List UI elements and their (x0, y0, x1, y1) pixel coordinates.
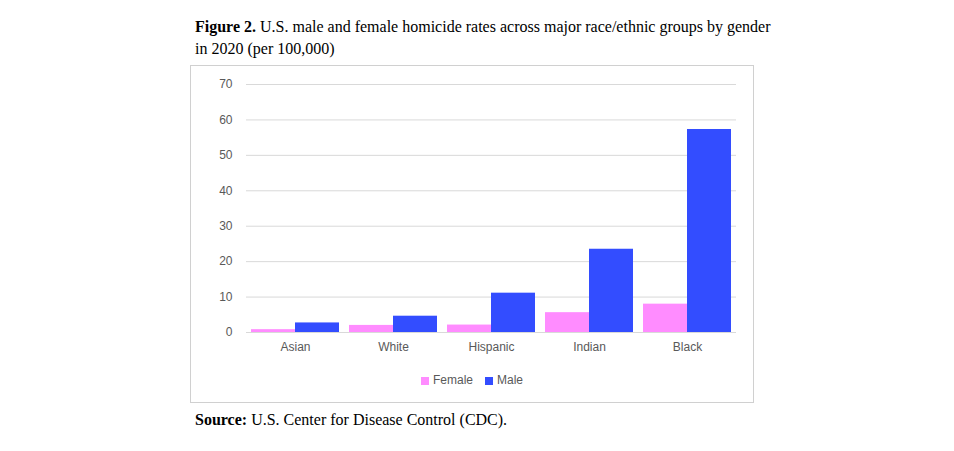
svg-text:Hispanic: Hispanic (468, 340, 514, 354)
svg-text:20: 20 (219, 254, 233, 268)
html-text:Female: Female (433, 373, 473, 387)
svg-text:30: 30 (219, 219, 233, 233)
svg-text:50: 50 (219, 148, 233, 162)
svg-text:0: 0 (226, 325, 233, 339)
svg-text:White: White (378, 340, 409, 354)
svg-text:10: 10 (219, 290, 233, 304)
svg-text:60: 60 (219, 113, 233, 127)
html-text:Figure 2. U.S. male and female: Figure 2. U.S. male and female homicide … (195, 18, 771, 57)
svg-text:70: 70 (219, 77, 233, 91)
svg-text:40: 40 (219, 184, 233, 198)
html-text:Male: Male (497, 373, 523, 387)
svg-text:Asian: Asian (280, 340, 310, 354)
svg-text:Indian: Indian (573, 340, 606, 354)
svg-text:Black: Black (673, 340, 703, 354)
html-text:Source: U.S. Center for Diseas: Source: U.S. Center for Disease Control … (195, 411, 508, 428)
